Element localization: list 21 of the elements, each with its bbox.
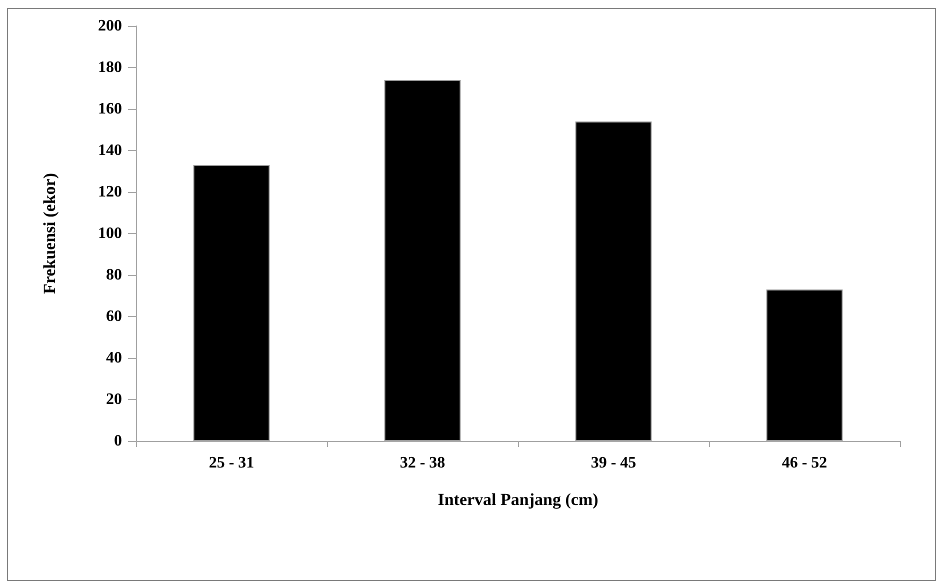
y-tick-label: 0 bbox=[114, 432, 122, 450]
bar bbox=[575, 121, 652, 441]
y-tick-label: 140 bbox=[98, 142, 122, 159]
y-tick-label: 100 bbox=[98, 225, 122, 242]
y-tick-label: 40 bbox=[106, 350, 122, 366]
y-axis-title: Frekuensi (ekor) bbox=[40, 172, 59, 294]
y-tick-label: 180 bbox=[98, 59, 122, 76]
y-tick-label: 160 bbox=[98, 100, 122, 118]
y-tick-label: 20 bbox=[106, 391, 122, 408]
x-tick-label: 46 - 52 bbox=[782, 454, 828, 472]
bar bbox=[193, 165, 270, 441]
x-tick-label: 39 - 45 bbox=[590, 454, 636, 472]
bar bbox=[384, 80, 461, 441]
x-tick-label: 25 - 31 bbox=[208, 454, 254, 472]
y-tick-label: 60 bbox=[106, 308, 122, 325]
y-tick-label: 200 bbox=[98, 18, 122, 34]
y-tick-label: 80 bbox=[106, 266, 122, 284]
bar bbox=[766, 290, 843, 441]
x-tick-label: 32 - 38 bbox=[400, 454, 446, 472]
x-axis-title: Interval Panjang (cm) bbox=[438, 490, 598, 509]
y-tick-label: 120 bbox=[98, 184, 122, 200]
